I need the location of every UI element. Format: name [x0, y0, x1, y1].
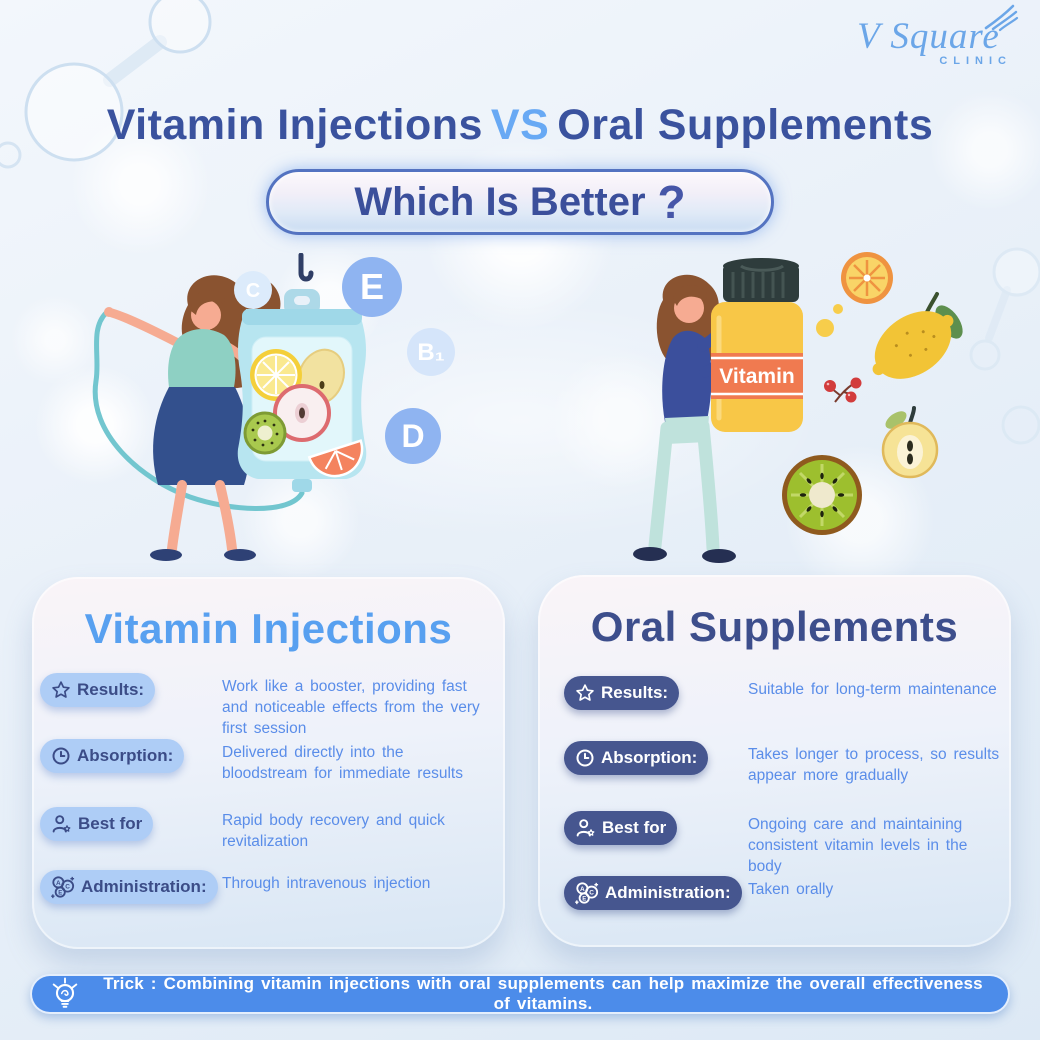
results-label: Results: [601, 683, 669, 702]
lemon [872, 292, 963, 379]
iv-bag [237, 253, 367, 492]
absorption-pill: Absorption: [40, 739, 185, 773]
iv-drip-illustration: C E B₁ D [92, 253, 455, 561]
absorption-label: Absorption: [77, 746, 174, 765]
vitamin-injections-card: Vitamin Injections Results: Work like a … [32, 577, 505, 949]
vitamin-bubbles: C E B₁ D [234, 257, 455, 464]
bubble-c: C [246, 280, 260, 302]
badge-question-mark: ? [657, 176, 686, 228]
absorption-text: Delivered directly into the bloodstream … [222, 744, 463, 782]
title-right-part: Oral Supplements [557, 101, 934, 149]
which-is-better-badge: Which Is Better ? [266, 169, 774, 235]
orange-slice [841, 252, 893, 304]
clock-icon [576, 749, 594, 767]
trick-banner: Trick : Combining vitamin injections wit… [30, 974, 1010, 1014]
clock-icon [52, 747, 70, 765]
card-title-oral: Oral Supplements [590, 603, 959, 650]
person-star-icon [52, 814, 71, 832]
administration-label: Administration: [605, 883, 731, 902]
berries [824, 377, 862, 403]
clinic-logo: V Square CLINIC [841, 4, 1019, 67]
trick-text: Trick : Combining vitamin injections wit… [103, 974, 983, 1013]
vitamin-letter-c: C [589, 889, 594, 896]
best-for-text: Rapid body recovery and quick revitaliza… [222, 812, 445, 850]
molecule-decor-top-left [0, 0, 212, 169]
administration-text: Taken orally [748, 881, 834, 898]
results-pill: Results: [564, 676, 680, 710]
vitamin-letter-e: E [58, 890, 62, 896]
vitamins-icon: ACE [51, 876, 75, 899]
best-for-pill: Best for [40, 807, 154, 841]
vitamin-bottle-illustration: Vitamin [633, 252, 963, 563]
title-left-part: Vitamin Injections [106, 101, 483, 149]
iv-tube [92, 310, 305, 511]
bubble-e: E [360, 266, 384, 307]
best-for-label: Best for [602, 818, 667, 837]
vitamin-bottle: Vitamin [711, 258, 843, 432]
apple [881, 406, 939, 479]
absorption-text: Takes longer to process, so results appe… [748, 746, 1000, 784]
results-text: Work like a booster, providing fast and … [222, 678, 480, 737]
vitamin-letter-a: A [580, 886, 585, 893]
results-pill: Results: [40, 673, 156, 707]
logo-name: V Square [857, 16, 1000, 57]
administration-text: Through intravenous injection [222, 875, 431, 892]
results-label: Results: [77, 680, 145, 699]
lightbulb-icon [52, 977, 78, 1008]
vitamins-icon: ACE [575, 882, 599, 905]
person-star-icon [576, 818, 595, 836]
oral-supplements-card: Oral Supplements Results: Suitable for l… [538, 575, 1011, 947]
kiwi-slice [782, 455, 862, 535]
bubble-d: D [401, 418, 424, 454]
card-title-injections: Vitamin Injections [84, 605, 453, 652]
page-title: Vitamin Injections VS Oral Supplements [0, 101, 1040, 150]
best-for-text: Ongoing care and maintaining consistent … [748, 816, 968, 875]
title-vs: VS [490, 101, 550, 149]
vitamin-letter-e: E [582, 896, 586, 902]
administration-label: Administration: [81, 877, 207, 896]
best-for-pill: Best for [564, 811, 678, 845]
logo-subtitle: CLINIC [939, 55, 1012, 67]
swan-logo-icon [984, 4, 1019, 32]
results-text: Suitable for long-term maintenance [748, 681, 997, 698]
vitamin-letter-c: C [65, 883, 70, 890]
best-for-label: Best for [78, 814, 143, 833]
bubble-b1: B₁ [417, 339, 444, 366]
absorption-label: Absorption: [601, 748, 698, 767]
badge-text: Which Is Better [354, 179, 646, 224]
star-icon [52, 681, 70, 698]
star-icon [576, 684, 594, 701]
vitamin-letter-a: A [56, 880, 61, 887]
absorption-pill: Absorption: [564, 741, 709, 775]
bottle-label: Vitamin [719, 365, 794, 388]
